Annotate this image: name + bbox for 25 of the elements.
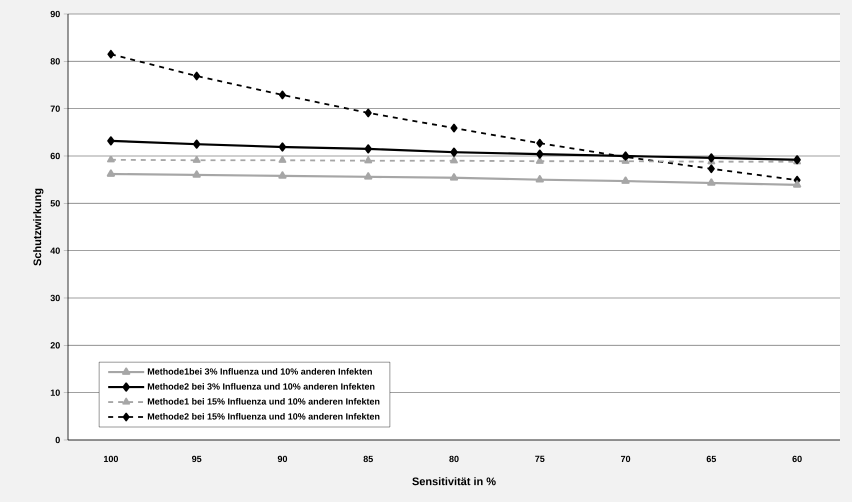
y-tick-label: 10 — [50, 389, 60, 396]
legend-label: Methode1 bei 15% Influenza und 10% anderen Infekten — [148, 398, 380, 405]
x-tick-label: 90 — [278, 456, 288, 462]
y-tick-label: 60 — [50, 152, 60, 160]
x-tick-label: 85 — [364, 456, 373, 462]
y-tick-label: 0 — [56, 436, 60, 444]
y-tick-label: 90 — [50, 10, 60, 18]
y-tick-label: 80 — [50, 58, 60, 65]
legend-label: Methode2 bei 15% Influenza und 10% anderen Infekten — [148, 413, 380, 420]
x-tick-label: 65 — [706, 456, 716, 462]
y-tick-label: 70 — [50, 105, 60, 112]
x-tick-label: 100 — [104, 456, 118, 462]
x-tick-label: 60 — [792, 456, 802, 462]
y-tick-label: 30 — [50, 294, 60, 302]
y-tick-label: 40 — [50, 247, 60, 254]
legend-label: Methode2 bei 3% Influenza und 10% anderen Infekten — [148, 383, 374, 390]
y-tick-label: 50 — [50, 200, 60, 207]
y-axis-title: Schutzwirkung — [33, 188, 44, 266]
y-tick-label: 20 — [50, 342, 60, 348]
legend-label: Methode1bei 3% Influenza und 10% anderen Infekten — [148, 368, 372, 375]
x-axis-title: Sensitivität in % — [412, 477, 496, 486]
x-tick-label: 75 — [535, 456, 545, 462]
x-tick-label: 70 — [620, 456, 630, 462]
x-tick-label: 95 — [192, 456, 202, 462]
x-tick-label: 80 — [449, 456, 459, 462]
